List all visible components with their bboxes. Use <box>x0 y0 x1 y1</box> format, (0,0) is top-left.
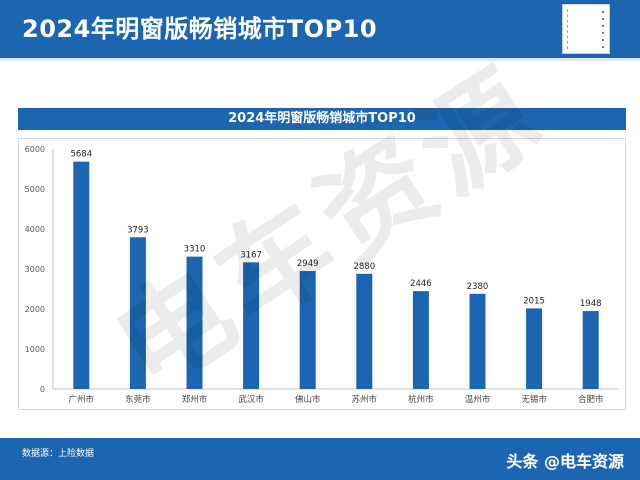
bar-value-label: 3167 <box>240 250 262 260</box>
bar <box>243 262 260 389</box>
chart-frame: 0 1000 2000 3000 4000 5000 6000 5684 3793 3310 31… <box>18 138 626 410</box>
chart-title: 2024年明窗版畅销城市TOP10 <box>18 108 626 130</box>
bar <box>469 293 486 389</box>
x-axis-labels: 广州市 东莞市 郑州市 武汉市 佛山市 苏州市 杭州市 温州市 无锡市 合肥市 <box>69 394 604 405</box>
bar-value-label: 2880 <box>353 262 375 272</box>
bar-value-label: 1948 <box>580 299 602 309</box>
header-divider <box>0 58 640 61</box>
bar <box>129 237 146 389</box>
bar <box>299 271 316 389</box>
bar-value-label: 2015 <box>523 296 545 306</box>
bar-value-label: 5684 <box>70 150 92 160</box>
bar-series <box>73 161 599 389</box>
value-labels: 5684 3793 3310 3167 2949 2880 2446 2380 2015 1948 <box>70 150 601 309</box>
y-tick-label: 1000 <box>25 345 45 354</box>
y-tick-label: 5000 <box>25 185 45 194</box>
y-tick-label: 4000 <box>25 225 45 234</box>
bar-value-label: 2446 <box>410 279 432 289</box>
y-tick-label: 2000 <box>25 305 45 314</box>
y-tick-label: 0 <box>40 385 45 394</box>
header-bar <box>0 0 640 58</box>
bar <box>582 311 599 389</box>
y-tick-label: 6000 <box>25 145 45 154</box>
bar <box>412 291 429 389</box>
bar-chart: 0 1000 2000 3000 4000 5000 6000 5684 3793 3310 31… <box>25 145 619 405</box>
bar <box>356 273 373 389</box>
x-category-label: 合肥市 <box>578 394 604 405</box>
y-tick-label: 3000 <box>25 265 45 274</box>
page-title: 2024年明窗版畅销城市TOP10 <box>22 15 378 43</box>
x-category-label: 郑州市 <box>182 394 208 405</box>
x-category-label: 佛山市 <box>295 394 321 405</box>
bar <box>73 161 90 389</box>
data-source-note: 数据源：上险数据 <box>22 449 95 459</box>
x-category-label: 广州市 <box>69 394 95 405</box>
bar <box>186 256 203 389</box>
brand-signature: 头条 @电车资源 <box>506 452 624 471</box>
x-category-label: 东莞市 <box>125 394 151 405</box>
bar-value-label: 2949 <box>297 259 319 269</box>
document-thumbnail-icon <box>562 4 610 54</box>
x-category-label: 杭州市 <box>408 394 434 405</box>
x-category-label: 苏州市 <box>352 394 378 405</box>
bar-value-label: 2380 <box>467 282 489 292</box>
bar-value-label: 3310 <box>184 245 206 255</box>
x-category-label: 武汉市 <box>238 394 264 405</box>
x-category-label: 无锡市 <box>521 394 547 405</box>
bar <box>526 308 543 389</box>
bar-value-label: 3793 <box>127 225 149 235</box>
y-axis-ticks: 0 1000 2000 3000 4000 5000 6000 <box>25 145 45 394</box>
footer-bar <box>0 438 640 480</box>
x-category-label: 温州市 <box>465 394 491 405</box>
